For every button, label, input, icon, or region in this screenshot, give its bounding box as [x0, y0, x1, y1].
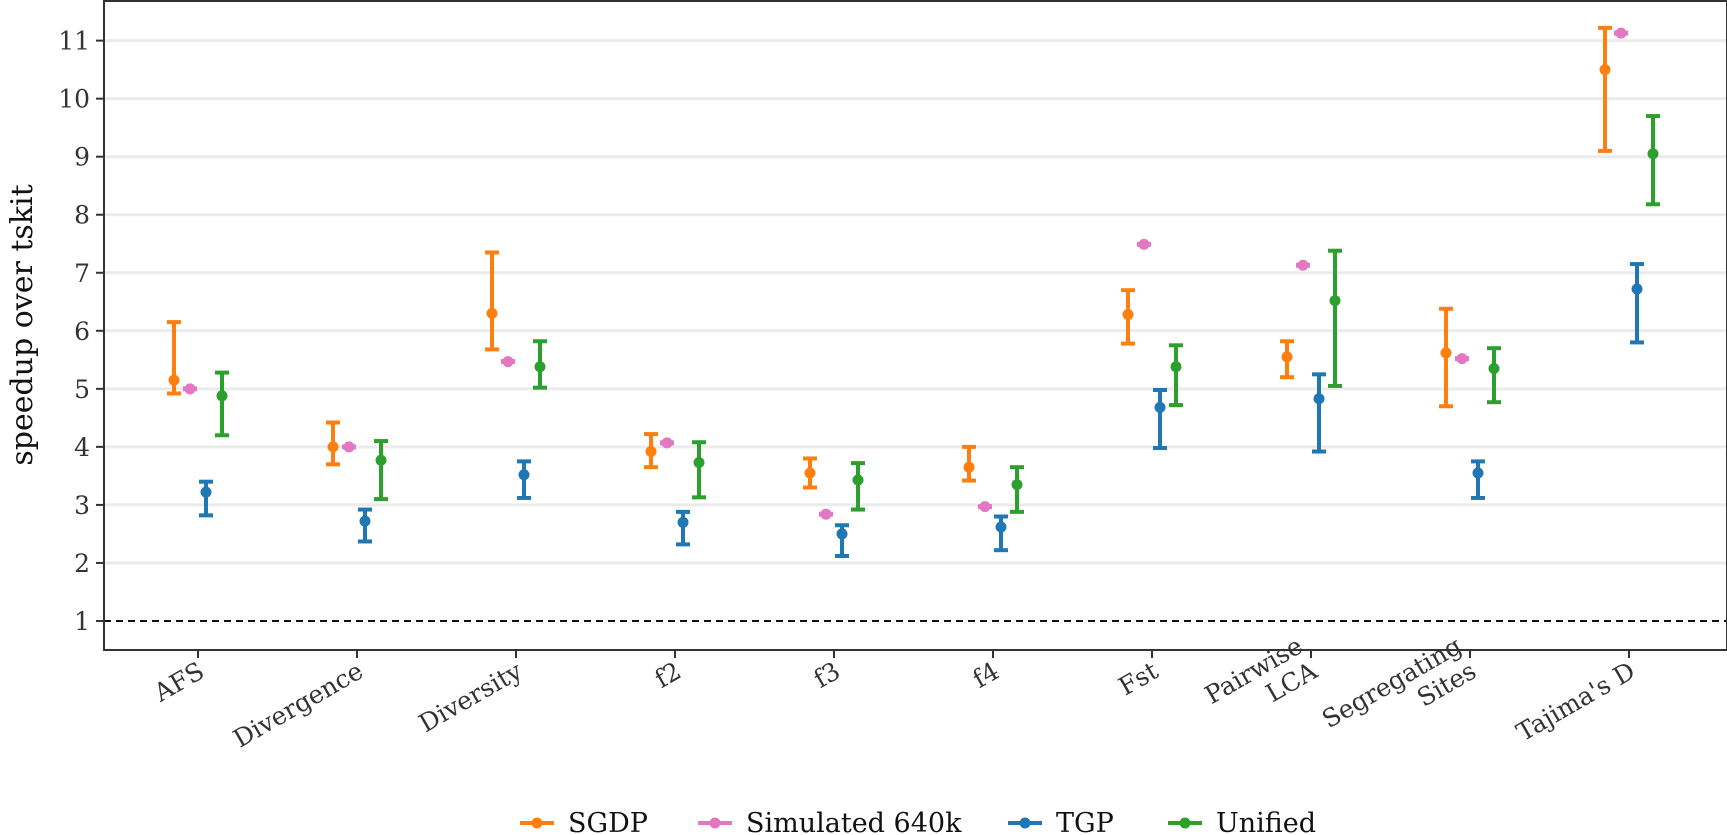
legend-item: TGP [1008, 808, 1114, 835]
data-marks [167, 25, 1660, 558]
x-tick-label: Divergence [228, 656, 368, 753]
data-point [1472, 467, 1484, 479]
y-tick-label: 7 [74, 259, 90, 288]
y-tick-label: 11 [58, 27, 90, 56]
x-tick-label-line: Diversity [414, 656, 528, 739]
data-point [200, 486, 212, 498]
y-tick-label: 2 [74, 549, 90, 578]
series-sgdp [167, 25, 1612, 490]
x-tick-label-line: f2 [650, 656, 686, 694]
data-point [1122, 309, 1134, 321]
legend: SGDP Simulated 640k TGP Unified [520, 808, 1316, 835]
y-tick-label: 5 [74, 375, 90, 404]
data-point [645, 446, 657, 458]
x-tick-label: Tajima's D [1511, 656, 1640, 747]
legend-swatch-point [1179, 817, 1191, 829]
data-point [804, 467, 816, 479]
y-tick-label: 10 [58, 85, 90, 114]
data-point [1599, 64, 1611, 76]
data-point [1154, 401, 1166, 413]
data-point [963, 461, 975, 473]
legend-label: SGDP [568, 808, 648, 835]
data-point [1631, 283, 1643, 295]
data-point [1297, 259, 1309, 271]
y-tick-label: 1 [74, 607, 90, 636]
data-point [502, 356, 514, 368]
legend-swatch-point [531, 817, 543, 829]
x-tick-label-line: f3 [809, 656, 845, 694]
y-tick-label: 6 [74, 317, 90, 346]
plot-frame [103, 0, 1727, 651]
data-point [327, 441, 339, 453]
x-tick-label-line: f4 [968, 656, 1004, 694]
data-point [1170, 361, 1182, 373]
x-tick-label-line: Divergence [228, 656, 368, 753]
legend-item: Simulated 640k [698, 808, 962, 835]
data-point [693, 457, 705, 469]
x-tick-label-line: AFS [148, 656, 209, 708]
data-point [1456, 353, 1468, 365]
y-axis-title: speedup over tskit [5, 184, 40, 465]
gridlines [104, 39, 1727, 565]
data-point [359, 515, 371, 527]
series-tgp [199, 262, 1644, 558]
legend-label: Simulated 640k [746, 808, 962, 835]
legend-swatch-point [709, 817, 721, 829]
data-point [1329, 295, 1341, 307]
data-point [979, 501, 991, 513]
y-tick-label: 8 [74, 201, 90, 230]
data-point [1647, 148, 1659, 160]
data-point [995, 521, 1007, 533]
data-point [216, 390, 228, 402]
legend-item: SGDP [520, 808, 648, 835]
data-point [1281, 351, 1293, 363]
series-unified [215, 114, 1660, 514]
data-point [1488, 363, 1500, 375]
x-tick-label-line: Tajima's D [1511, 656, 1640, 747]
data-point [1440, 347, 1452, 359]
legend-label: TGP [1056, 808, 1114, 835]
x-tick-label: f4 [968, 656, 1004, 694]
data-point [852, 474, 864, 486]
x-tick-label: f2 [650, 656, 686, 694]
data-point [518, 469, 530, 481]
data-point [168, 374, 180, 386]
data-point [184, 383, 196, 395]
y-tick-label: 4 [74, 433, 90, 462]
x-tick-label: AFS [148, 656, 209, 708]
legend-swatch-point [1019, 817, 1031, 829]
x-tick-label: f3 [809, 656, 845, 694]
data-point [1011, 479, 1023, 491]
x-tick-label: Diversity [414, 656, 528, 739]
x-tick-label-line: Fst [1114, 656, 1163, 701]
data-point [486, 307, 498, 319]
data-point [820, 508, 832, 520]
data-point [1313, 393, 1325, 405]
data-point [534, 361, 546, 373]
legend-item: Unified [1168, 808, 1316, 835]
y-tick-label: 9 [74, 143, 90, 172]
x-tick-label: Fst [1114, 656, 1163, 701]
data-point [1615, 27, 1627, 39]
data-point [1138, 238, 1150, 250]
legend-label: Unified [1216, 808, 1316, 835]
y-tick-label: 3 [74, 491, 90, 520]
data-point [661, 437, 673, 449]
data-point [343, 441, 355, 453]
data-point [677, 516, 689, 528]
data-point [836, 528, 848, 540]
x-tick-label: PairwiseLCA [1200, 631, 1323, 735]
data-point [375, 454, 387, 466]
series-simulated-640k [183, 27, 1628, 520]
